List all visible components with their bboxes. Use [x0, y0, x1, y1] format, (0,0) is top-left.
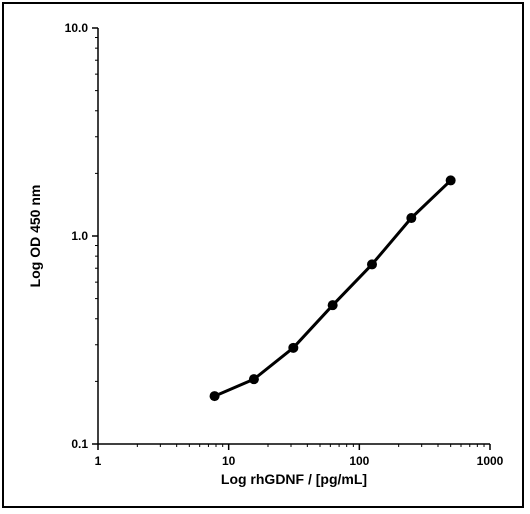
series-line — [214, 179, 452, 398]
data-point — [445, 175, 456, 186]
chart-frame — [2, 2, 524, 508]
y-ticks: 0.1 1.0 10.0 — [65, 21, 98, 451]
x-tick-label: 10 — [222, 454, 236, 468]
y-tick-label: 0.1 — [71, 437, 88, 451]
x-tick-label: 1 — [95, 454, 102, 468]
data-point — [406, 213, 417, 224]
series — [209, 175, 456, 402]
data-point — [209, 391, 220, 402]
y-axis-title: Log OD 450 nm — [27, 185, 43, 288]
data-point — [248, 374, 259, 385]
y-tick-label: 1.0 — [71, 229, 88, 243]
y-tick-label: 10.0 — [65, 21, 89, 35]
axes — [97, 28, 490, 445]
x-axis-title: Log rhGDNF / [pg/mL] — [221, 471, 367, 487]
x-ticks: 1 10 100 1000 — [95, 444, 504, 468]
data-point — [288, 342, 299, 353]
x-tick-label: 1000 — [477, 454, 504, 468]
data-point — [327, 300, 338, 311]
data-point — [366, 259, 377, 270]
x-tick-label: 100 — [349, 454, 369, 468]
